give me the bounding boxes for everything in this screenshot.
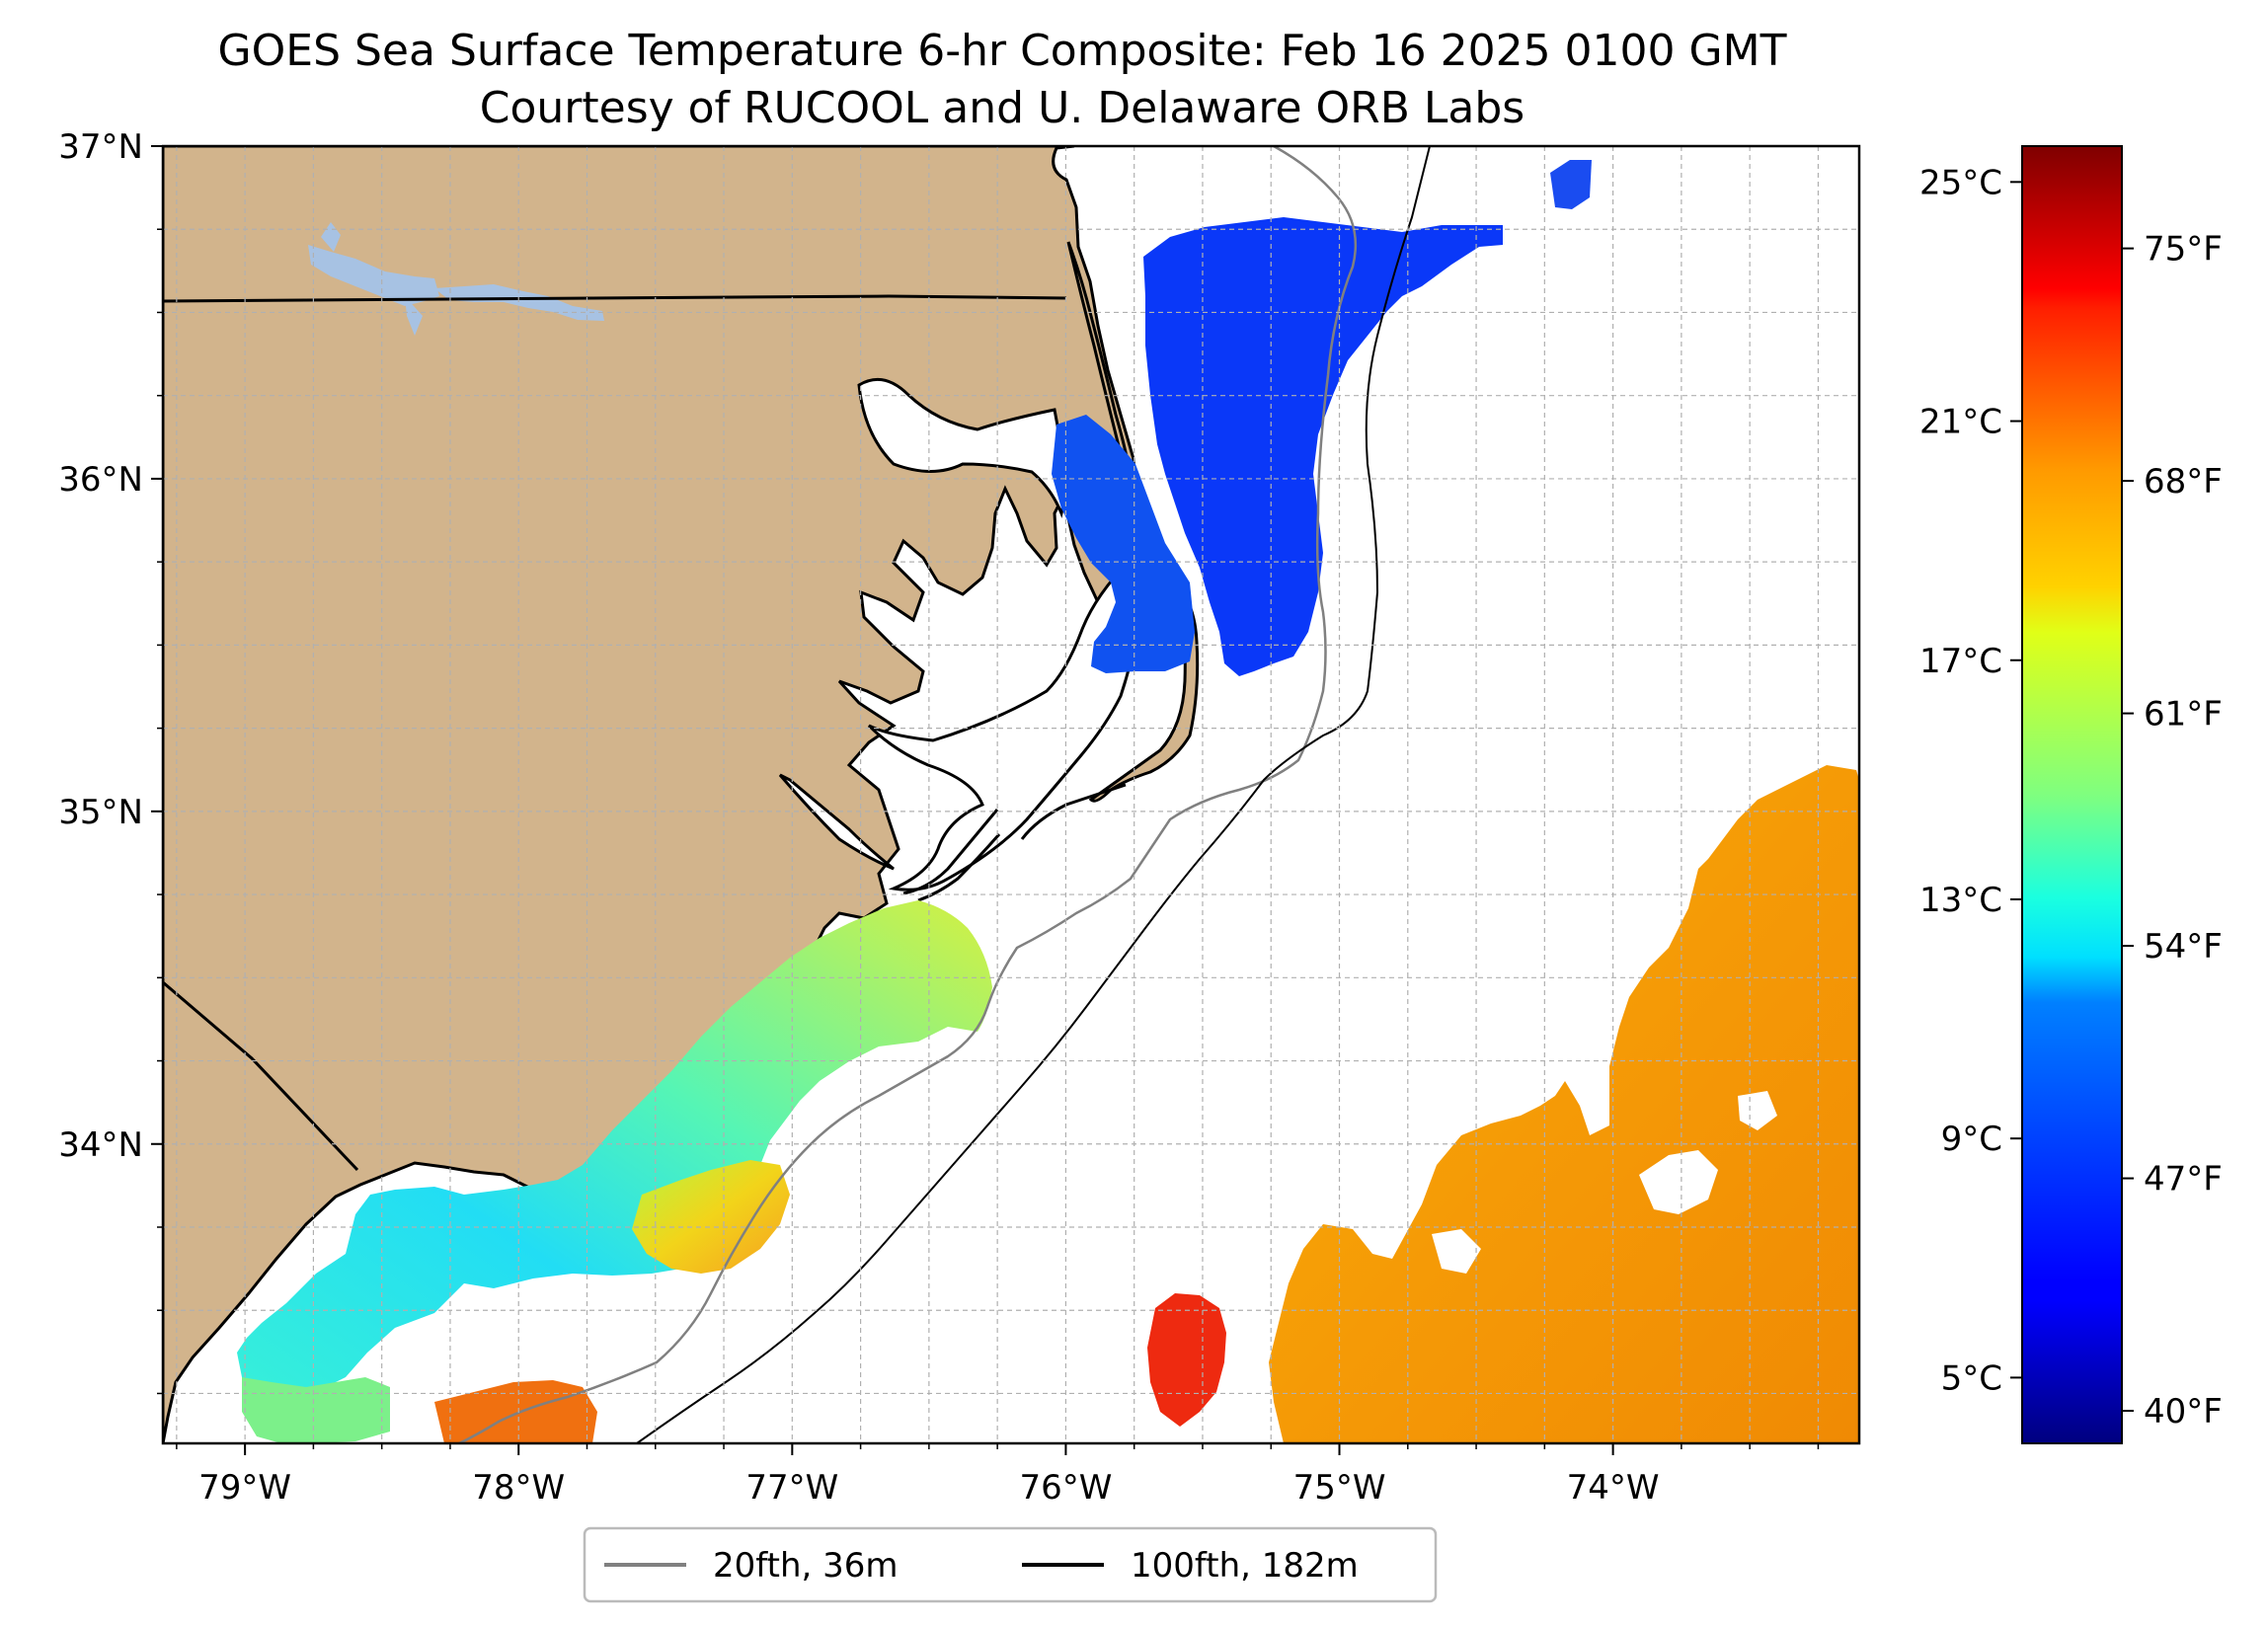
lon-tick-label: 74°W xyxy=(1567,1468,1660,1508)
lat-tick-label: 34°N xyxy=(58,1125,143,1165)
sst-southern-shelf xyxy=(237,900,992,1407)
lat-tick-label: 35°N xyxy=(58,793,143,832)
colorbar-celsius-label: 17°C xyxy=(1919,642,2002,681)
albemarle-sound xyxy=(857,377,1070,518)
colorbar-fahrenheit-label: 47°F xyxy=(2144,1160,2223,1200)
lon-tick-label: 79°W xyxy=(198,1468,291,1508)
sst-gulfstream-east xyxy=(1269,765,1859,1443)
colorbar-fahrenheit-label: 54°F xyxy=(2144,927,2223,967)
lon-tick-label: 78°W xyxy=(472,1468,565,1508)
colorbar-ticks: 25°C 21°C 17°C 13°C 9°C 5°C 75°F 68°F 61°F 54°F 47… xyxy=(1919,163,2223,1432)
map-plot-area xyxy=(163,146,1859,1443)
colorbar-gradient xyxy=(2021,145,2123,1444)
temperature-colorbar: 25°C 21°C 17°C 13°C 9°C 5°C 75°F 68°F 61°F 54°F 47… xyxy=(1919,145,2223,1444)
map-title: GOES Sea Surface Temperature 6-hr Compos… xyxy=(218,26,1787,76)
state-border-va-nc xyxy=(163,294,1067,303)
colorbar-fahrenheit-label: 40°F xyxy=(2144,1392,2223,1432)
sst-south-coastal-orange xyxy=(434,1380,597,1443)
kerr-lake xyxy=(308,245,439,306)
colorbar-celsius-label: 9°C xyxy=(1941,1120,2002,1159)
colorbar-fahrenheit-label: 61°F xyxy=(2144,695,2223,735)
colorbar-celsius-label: 5°C xyxy=(1941,1358,2002,1398)
sst-gulfstream-gap xyxy=(1432,1091,1777,1274)
map-frame xyxy=(161,144,1861,1445)
isobath-legend: 20fth, 36m 100fth, 182m xyxy=(583,1526,1438,1603)
lake-tributary xyxy=(321,222,423,336)
state-border-nc-sc xyxy=(163,980,359,1172)
isobath-20fth xyxy=(458,146,1358,1443)
colorbar-celsius-label: 25°C xyxy=(1919,163,2002,202)
map-subtitle: Courtesy of RUCOOL and U. Delaware ORB L… xyxy=(480,83,1525,133)
legend-label-100fth: 100fth, 182m xyxy=(1131,1546,1359,1586)
sst-onslow-bay-warm xyxy=(632,1160,790,1274)
lon-tick-label: 77°W xyxy=(745,1468,838,1508)
map-axes: 79°W 78°W 77°W 76°W 75°W 74°W 37°N 36°N 35°N 34°N xyxy=(58,127,1820,1508)
colorbar-celsius-label: 13°C xyxy=(1919,881,2002,920)
legend-box xyxy=(583,1526,1438,1603)
lon-tick-label: 75°W xyxy=(1293,1468,1386,1508)
sst-offshore-cold-patch xyxy=(1550,160,1592,209)
lon-tick-label: 76°W xyxy=(1019,1468,1112,1508)
lat-tick-label: 37°N xyxy=(58,127,143,167)
colorbar-celsius-label: 21°C xyxy=(1919,403,2002,442)
neuse-river xyxy=(778,773,895,871)
lat-tick-label: 36°N xyxy=(58,460,143,500)
colorbar-fahrenheit-label: 75°F xyxy=(2144,230,2223,270)
pamlico-sound xyxy=(867,549,1142,891)
colorbar-fahrenheit-label: 68°F xyxy=(2144,462,2223,502)
sst-southwest-green xyxy=(242,1377,390,1443)
legend-label-20fth: 20fth, 36m xyxy=(713,1546,899,1586)
map-gridlines xyxy=(163,146,1859,1443)
lake-gaston xyxy=(434,284,604,321)
